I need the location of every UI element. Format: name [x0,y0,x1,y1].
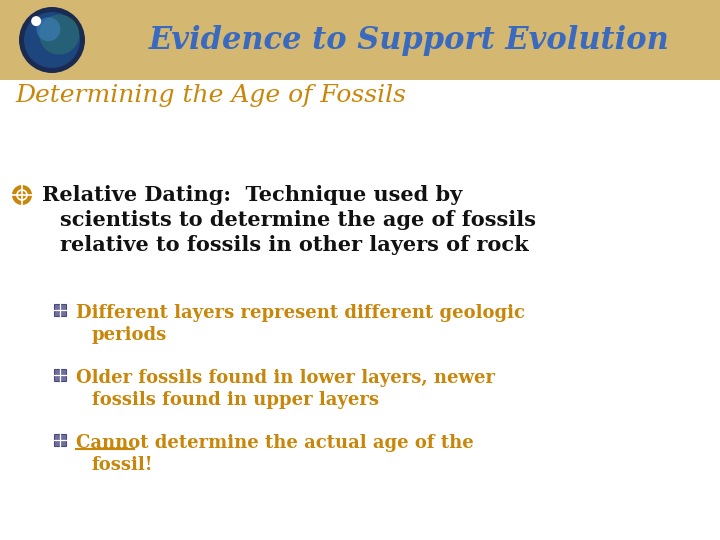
FancyBboxPatch shape [54,369,66,381]
Text: scientists to determine the age of fossils: scientists to determine the age of fossi… [60,210,536,230]
Text: Determining the Age of Fossils: Determining the Age of Fossils [16,84,407,107]
Text: Evidence to Support Evolution: Evidence to Support Evolution [148,24,669,56]
Ellipse shape [39,15,79,55]
FancyBboxPatch shape [0,0,720,80]
FancyBboxPatch shape [54,304,66,316]
Ellipse shape [31,16,41,26]
Text: Different layers represent different geologic: Different layers represent different geo… [76,304,525,322]
Text: Relative Dating:  Technique used by: Relative Dating: Technique used by [42,185,462,205]
Text: fossils found in upper layers: fossils found in upper layers [92,391,379,409]
Text: periods: periods [92,326,167,344]
Ellipse shape [12,185,32,205]
Text: Cannot determine the actual age of the: Cannot determine the actual age of the [76,434,474,452]
Text: fossil!: fossil! [92,456,153,474]
Text: Older fossils found in lower layers, newer: Older fossils found in lower layers, new… [76,369,495,387]
Text: relative to fossils in other layers of rock: relative to fossils in other layers of r… [60,235,528,255]
Ellipse shape [37,17,60,41]
FancyBboxPatch shape [54,434,66,446]
Ellipse shape [24,12,80,68]
Ellipse shape [19,7,85,73]
